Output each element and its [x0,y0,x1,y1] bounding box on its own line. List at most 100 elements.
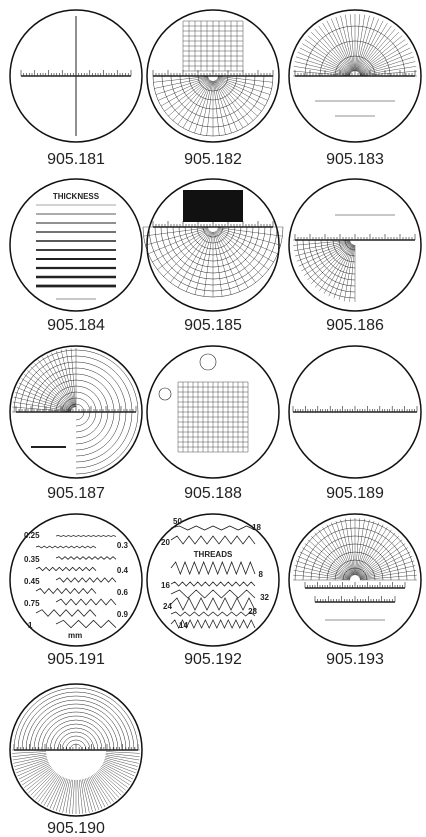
reticle-arc [75,391,97,433]
reticle-line [77,779,80,814]
reticle-text: 0.9 [117,610,129,619]
reticle-line [214,231,240,292]
reticle-line [355,518,361,576]
reticle-line [12,752,47,757]
reticle-text: 8 [259,570,264,579]
reticle-arc [33,707,119,751]
reticle-line [307,539,352,577]
reticle-line [359,570,417,580]
reticle-line [101,764,132,783]
reticle-line [154,76,209,89]
reticle-line [359,565,416,580]
reticle-line [62,779,70,813]
reticle-line [46,776,63,808]
reticle-line [323,244,353,294]
reticle-line [307,35,352,73]
reticle-line [357,20,384,72]
reticle-line [344,244,355,302]
reticle-line [297,556,351,579]
reticle-line [359,574,417,580]
reticle-line [349,14,355,72]
reticle-line [293,240,351,251]
reticle-line [33,772,57,798]
reticle-arc [37,711,115,751]
reticle-line [12,751,47,754]
zigzag [35,545,97,549]
reticle-line [357,524,384,576]
reticle-line [38,360,74,409]
reticle-line [217,229,274,263]
reticle-line [304,39,352,74]
reticle-line [358,32,399,73]
reticle-arc [334,559,376,581]
zigzag [170,581,256,587]
reticle-line [293,574,351,580]
reticle-line [358,532,396,577]
reticle-line [322,527,353,576]
reticle-arc [53,727,99,751]
reticle-line [69,779,74,814]
reticle-text: 16 [161,581,170,590]
reticle-line [99,768,126,791]
reticle-arc [75,403,85,421]
reticle-line [145,228,209,246]
reticle-text: THREADS [194,550,233,559]
zigzag [170,619,256,629]
reticle-line [12,754,47,761]
reticle-line [299,47,351,74]
reticle-line [213,231,223,297]
reticle-text: 0.25 [24,531,40,540]
reticle-line [65,348,76,408]
reticle-text: 20 [161,538,170,547]
reticle-line [28,769,54,793]
reticle-line [293,570,351,580]
reticle-line [163,230,210,277]
reticle-line [217,228,281,246]
reticle-line [148,228,209,254]
reticle-line [98,769,124,793]
reticle-line [358,539,403,577]
reticle-line [52,777,66,810]
reticle-line [51,352,75,408]
reticle-line [357,527,388,576]
reticle-line [102,763,134,780]
reticle-line [215,230,256,283]
reticle-arc [25,699,127,751]
black-rect [183,190,243,222]
reticle-arc [326,551,384,581]
zigzag [35,587,97,595]
reticle-line [302,43,351,74]
reticle-arc [75,397,91,427]
reticle-line [333,244,354,299]
zigzag [170,589,256,599]
reticle-line [314,28,352,73]
reticle-arc [17,691,135,751]
reticle-line [359,560,415,579]
reticle-line [297,52,351,75]
reticle-line [356,16,375,72]
reticle-line [215,80,244,129]
reticle-arc [49,723,103,751]
reticle-label: 905.191 [47,651,105,668]
reticle-line [214,80,238,131]
reticle-line [100,767,128,788]
reticle-arc [302,527,408,581]
reticle-line [217,77,271,95]
zigzag [35,609,97,617]
reticle-line [60,349,76,408]
reticle-line [103,760,136,774]
reticle-line [335,520,354,576]
reticle-arc [75,355,133,469]
zigzag [170,535,256,545]
reticle-line [13,756,47,764]
reticle-line [182,80,211,129]
reticle-line [56,351,75,408]
reticle-line [331,522,354,576]
reticle-line [80,779,87,814]
zigzag [170,525,256,531]
reticle-line [70,348,76,408]
reticle-line [358,536,399,577]
reticle-line [30,366,73,409]
reticle-line [331,18,354,72]
reticle-line [311,32,352,73]
